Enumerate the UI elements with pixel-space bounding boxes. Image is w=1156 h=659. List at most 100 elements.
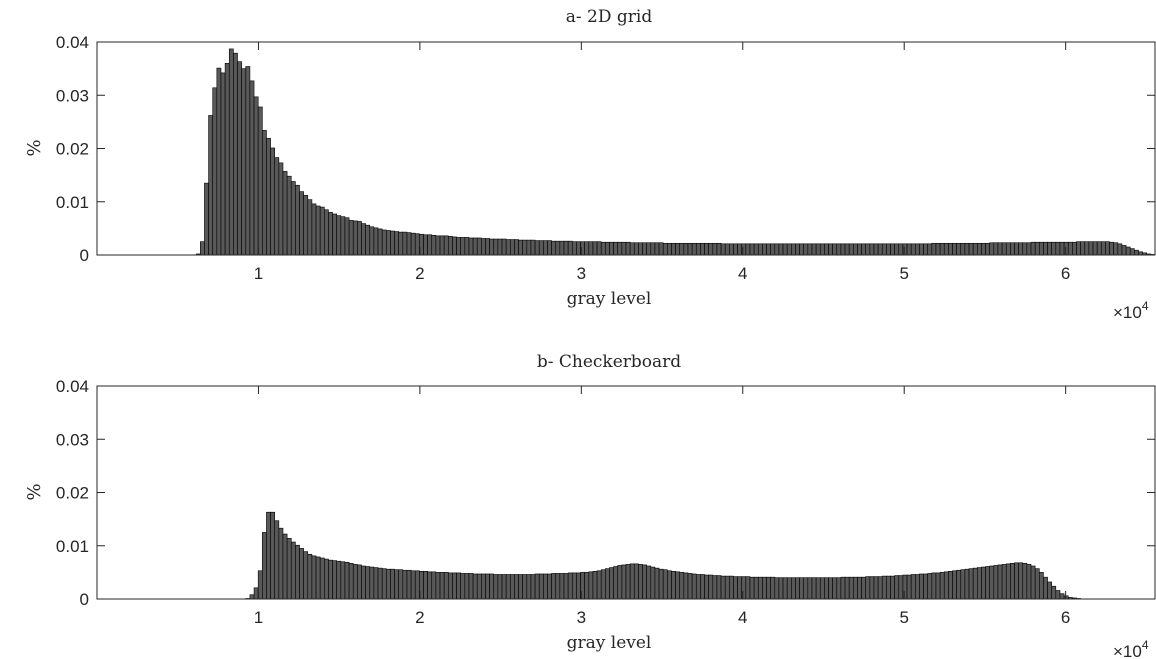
histogram-bar [543, 573, 548, 600]
histogram-bar [509, 574, 515, 600]
histogram-bar [220, 72, 226, 256]
histogram-bar [1059, 241, 1065, 256]
histogram-bar [571, 572, 577, 600]
histogram-bar [460, 573, 466, 600]
histogram-bar [328, 212, 333, 256]
histogram-bar [989, 242, 995, 256]
x-tick-label: 6 [1061, 608, 1070, 627]
histogram-bar [894, 575, 900, 600]
histogram-bar [352, 220, 358, 256]
histogram-bar [1096, 241, 1102, 256]
histogram-bar [890, 243, 895, 256]
panel-2d-grid: a- 2D grid 0 0.01 0.02 0.03 0.04 1 2 3 4 5 6 gray… [24, 7, 1156, 322]
histogram-bar [935, 572, 941, 600]
histogram-bar [319, 206, 325, 256]
y-tick-label: 0.01 [56, 193, 89, 212]
histogram-bar [1030, 565, 1036, 600]
histogram-bar [782, 577, 788, 600]
histogram-bar [286, 175, 292, 256]
histogram-bar [274, 520, 280, 600]
histogram-bar [956, 569, 962, 600]
histogram-bar [633, 242, 639, 256]
histogram-bar [406, 569, 412, 600]
histogram-bar [964, 568, 970, 600]
histogram-bar [464, 237, 470, 256]
histogram-bar [559, 573, 565, 600]
histogram-bar [1100, 241, 1106, 256]
histogram-bar [212, 87, 218, 256]
histogram-bar [307, 199, 313, 256]
histogram-bar [605, 241, 610, 256]
histogram-bar [303, 195, 309, 256]
histogram-bar [299, 191, 304, 256]
histogram-bar [803, 243, 809, 256]
histogram-bar [832, 577, 838, 600]
histogram-bar [315, 556, 321, 600]
x-tick-label: 3 [577, 608, 586, 627]
histogram-bar [976, 242, 982, 256]
histogram-bar [249, 594, 255, 600]
histogram-bar [1043, 241, 1048, 256]
histogram-bar [538, 240, 544, 256]
y-tick-label: 0.01 [56, 537, 89, 556]
histogram-bar [398, 569, 404, 600]
chart-title: b- Checkerboard [537, 352, 681, 372]
histogram-bar [803, 577, 809, 600]
histogram-bar [985, 566, 991, 600]
histogram-bar [592, 241, 598, 256]
histogram-bar [811, 243, 817, 256]
histogram-bar [679, 572, 685, 600]
x-tick-label: 1 [254, 264, 263, 283]
histogram-bar [526, 574, 532, 600]
histogram-bar [873, 576, 879, 600]
x-tick-label: 2 [415, 608, 424, 627]
histogram-bar [1010, 563, 1015, 600]
histogram-bar [774, 577, 780, 600]
histogram-bar [881, 243, 887, 256]
histogram-bar [976, 567, 982, 600]
histogram-bar [303, 551, 309, 600]
histogram-bar [948, 242, 953, 256]
histogram-bar [712, 242, 718, 256]
histogram-bar [1063, 241, 1069, 256]
histogram-bar [972, 242, 978, 256]
histogram-bar [853, 243, 858, 256]
histogram-bar [1084, 241, 1090, 256]
histogram-bar [1072, 241, 1077, 256]
histogram-bar [749, 576, 755, 600]
histogram-bar [960, 242, 966, 256]
histogram-bar [848, 576, 854, 600]
histogram-bar [1067, 241, 1073, 256]
histogram-bar [526, 239, 532, 256]
histogram-bar [385, 230, 391, 256]
histogram-bar [629, 242, 635, 256]
histogram-bar [729, 575, 734, 600]
histogram-bar [609, 241, 614, 256]
histogram-bar [745, 576, 751, 600]
histogram-bar [968, 568, 974, 600]
histogram-bar [819, 577, 825, 600]
histogram-bar [662, 569, 668, 600]
histogram-bar [307, 553, 313, 600]
histogram-bar [443, 235, 449, 256]
histogram-bar [373, 227, 379, 256]
histogram-bar [762, 243, 767, 256]
histogram-bar [472, 237, 478, 256]
histogram-bar [1109, 241, 1114, 256]
histogram-bar [993, 565, 999, 600]
histogram-bar [638, 242, 643, 256]
histogram-bar [1092, 241, 1098, 256]
histogram-bar [791, 577, 796, 600]
histogram-bar [753, 576, 759, 600]
histogram-bar [898, 575, 904, 600]
histogram-bar [766, 576, 771, 600]
histogram-bar [390, 230, 395, 256]
histogram-bar [906, 243, 912, 256]
histogram-bar [683, 572, 689, 600]
histogram-bar [208, 115, 214, 256]
histogram-bar [266, 511, 271, 600]
histogram-bar [1088, 241, 1094, 256]
x-axis: 1 2 3 4 5 6 [254, 42, 1070, 283]
histogram-bar [369, 566, 375, 600]
histogram-bar [262, 532, 267, 600]
